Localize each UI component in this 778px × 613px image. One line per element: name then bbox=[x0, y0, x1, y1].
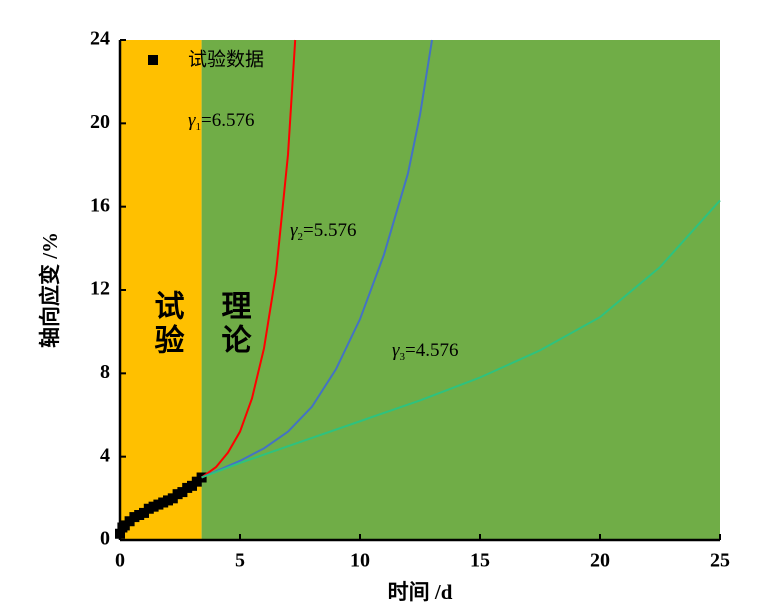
curve-label: γ1=6.576 bbox=[188, 110, 254, 132]
x-tick-label: 10 bbox=[350, 550, 370, 572]
label-text: =4.576 bbox=[405, 340, 458, 361]
y-tick-label: 0 bbox=[100, 528, 110, 550]
label-subscript: 2 bbox=[298, 231, 304, 243]
curve bbox=[201, 39, 297, 479]
y-tick-label: 4 bbox=[100, 444, 110, 466]
label-symbol: γ bbox=[188, 110, 196, 131]
y-tick-label: 8 bbox=[100, 361, 110, 383]
x-tick-label: 20 bbox=[590, 550, 610, 572]
curve bbox=[201, 199, 721, 479]
region bbox=[120, 40, 202, 540]
legend-label: 试验数据 bbox=[188, 49, 264, 71]
legend-marker bbox=[148, 55, 158, 65]
region bbox=[201, 40, 721, 540]
label-subscript: 1 bbox=[196, 121, 202, 133]
x-tick-label: 15 bbox=[470, 550, 490, 572]
curve bbox=[201, 39, 433, 479]
y-tick-label: 24 bbox=[90, 28, 110, 50]
curve-label: γ2=5.576 bbox=[290, 220, 356, 242]
x-axis-label: 时间 /d bbox=[388, 580, 453, 604]
label-symbol: γ bbox=[392, 340, 400, 361]
region-label: 试验 bbox=[149, 290, 185, 358]
x-tick-label: 25 bbox=[710, 550, 730, 572]
y-tick-label: 16 bbox=[90, 194, 110, 216]
y-tick-label: 12 bbox=[90, 278, 110, 300]
region-label: 理论 bbox=[216, 290, 252, 358]
curve-label: γ3=4.576 bbox=[392, 340, 458, 362]
label-symbol: γ bbox=[290, 220, 298, 241]
x-tick-label: 0 bbox=[115, 550, 125, 572]
y-axis-label: 轴向应变 /% bbox=[38, 232, 62, 348]
label-text: =6.576 bbox=[201, 110, 254, 131]
label-text: =5.576 bbox=[303, 220, 356, 241]
label-subscript: 3 bbox=[400, 351, 406, 363]
y-tick-label: 20 bbox=[90, 111, 110, 133]
x-tick-label: 5 bbox=[235, 550, 245, 572]
